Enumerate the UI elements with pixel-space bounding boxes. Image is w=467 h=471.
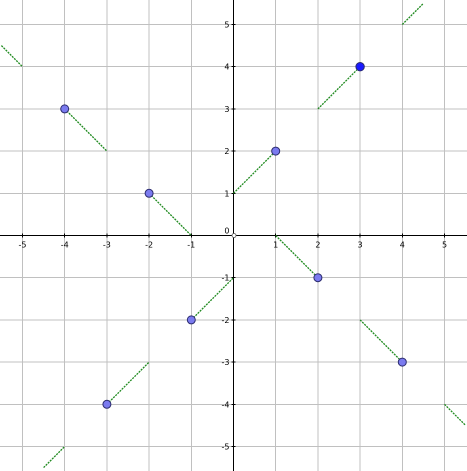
x-tick-label: 5 bbox=[442, 241, 447, 250]
data-point bbox=[102, 399, 112, 409]
data-point bbox=[186, 315, 196, 325]
x-tick-label: 2 bbox=[315, 241, 320, 250]
line-segment bbox=[148, 192, 192, 236]
x-tick-label: -4 bbox=[61, 241, 69, 250]
line-segment bbox=[0, 45, 23, 68]
x-tick-label: -2 bbox=[145, 241, 153, 250]
data-point-highlighted bbox=[355, 61, 365, 72]
x-tick-label: 3 bbox=[358, 241, 363, 250]
y-tick-label: 2 bbox=[224, 147, 229, 156]
line-segment bbox=[317, 66, 361, 110]
x-tick-label: -3 bbox=[103, 241, 111, 250]
y-tick-label: -2 bbox=[222, 316, 230, 325]
data-point bbox=[60, 104, 70, 114]
data-point bbox=[397, 357, 407, 367]
origin-label: 0 bbox=[224, 227, 229, 236]
x-tick-label: -1 bbox=[187, 241, 195, 250]
data-point bbox=[271, 146, 281, 156]
y-tick-label: 5 bbox=[224, 21, 229, 30]
y-tick-label: -5 bbox=[222, 443, 230, 452]
y-tick-label: -1 bbox=[222, 274, 230, 283]
line-segment bbox=[401, 2, 424, 25]
y-tick-label: -4 bbox=[222, 400, 230, 409]
data-points bbox=[60, 61, 407, 409]
x-tick-label: -5 bbox=[19, 241, 27, 250]
line-segment bbox=[106, 361, 150, 405]
y-tick-label: 4 bbox=[224, 63, 229, 72]
line-segment bbox=[190, 277, 234, 321]
line-segment bbox=[444, 403, 467, 426]
line-segment bbox=[43, 446, 66, 469]
y-tick-label: -3 bbox=[222, 358, 230, 367]
line-segment bbox=[275, 235, 319, 279]
line-segment bbox=[64, 108, 108, 152]
x-tick-label: 1 bbox=[273, 241, 278, 250]
x-tick-label: 4 bbox=[400, 241, 405, 250]
line-segment bbox=[359, 319, 403, 363]
data-point bbox=[313, 273, 323, 283]
line-segment bbox=[233, 150, 277, 194]
origin-marker bbox=[231, 233, 237, 238]
y-tick-label: 1 bbox=[224, 189, 229, 198]
y-tick-label: 3 bbox=[224, 105, 229, 114]
data-point bbox=[144, 188, 154, 198]
tick-labels: -5 -4 -3 -2 -1 1 2 3 4 5 -5 -4 -3 -2 -1 1 2 3 4 5 0 bbox=[19, 21, 448, 452]
